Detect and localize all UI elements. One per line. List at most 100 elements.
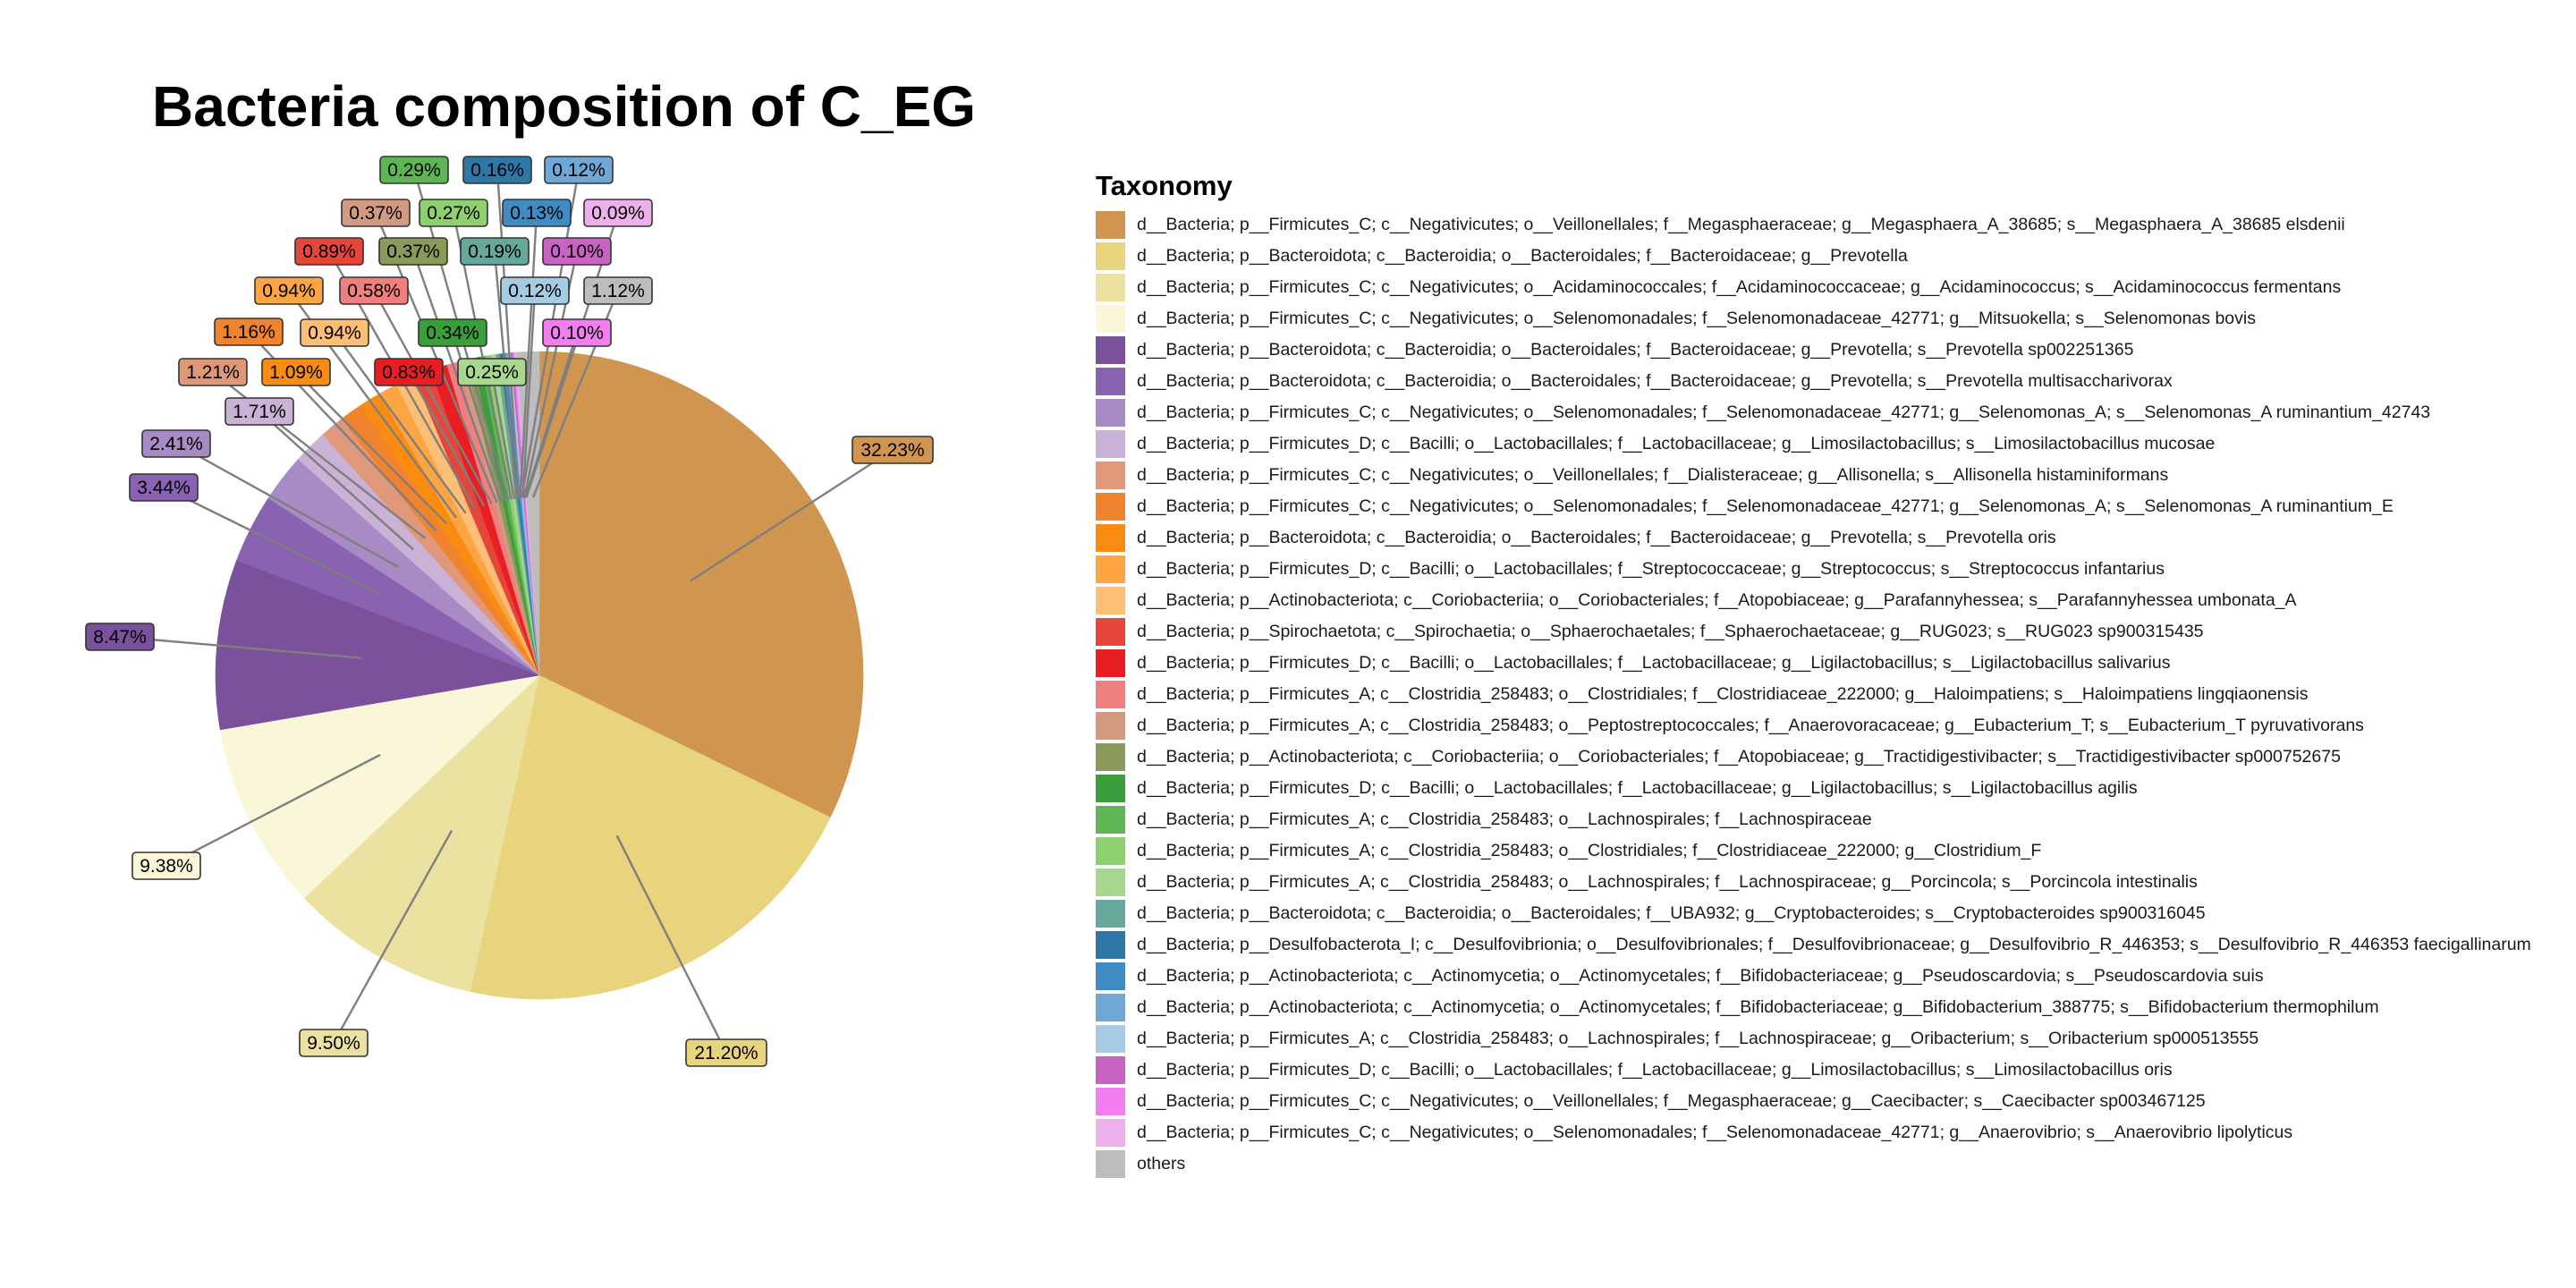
- value-label: 0.16%: [462, 156, 532, 184]
- legend-swatch: [1096, 931, 1125, 959]
- value-label-box: [299, 1029, 369, 1057]
- legend-item: d__Bacteria; p__Firmicutes_D; c__Bacilli…: [1096, 554, 2531, 585]
- legend-item: d__Bacteria; p__Firmicutes_A; c__Clostri…: [1096, 679, 2531, 710]
- legend-item: d__Bacteria; p__Firmicutes_C; c__Negativ…: [1096, 460, 2531, 491]
- legend-label: d__Bacteria; p__Firmicutes_D; c__Bacilli…: [1137, 559, 2165, 579]
- legend: Taxonomy d__Bacteria; p__Firmicutes_C; c…: [1096, 170, 2531, 1180]
- legend-item: d__Bacteria; p__Actinobacteriota; c__Cor…: [1096, 741, 2531, 773]
- value-label-box: [685, 1038, 767, 1067]
- legend-swatch: [1096, 1150, 1125, 1178]
- leader-line: [519, 212, 538, 499]
- legend-swatch: [1096, 743, 1125, 771]
- leader-line: [372, 290, 493, 504]
- value-label-text: 0.16%: [470, 160, 524, 181]
- leader-line: [690, 448, 894, 582]
- leader-line: [258, 411, 414, 551]
- value-label-text: 0.13%: [510, 203, 564, 224]
- value-label: 21.20%: [685, 1038, 767, 1067]
- legend-swatch: [1096, 649, 1125, 677]
- value-label-text: 0.25%: [465, 362, 519, 383]
- legend-label: d__Bacteria; p__Firmicutes_C; c__Negativ…: [1137, 402, 2431, 422]
- value-label: 0.27%: [419, 199, 488, 227]
- legend-swatch: [1096, 305, 1125, 333]
- legend-label: d__Bacteria; p__Firmicutes_C; c__Negativ…: [1137, 465, 2169, 485]
- legend-swatch: [1096, 618, 1125, 646]
- legend-swatch: [1096, 1025, 1125, 1053]
- legend-label: d__Bacteria; p__Firmicutes_C; c__Negativ…: [1137, 309, 2256, 328]
- pie-slice: [538, 351, 864, 818]
- value-label-text: 1.12%: [591, 281, 645, 301]
- value-label: 0.37%: [341, 199, 411, 227]
- value-label-box: [852, 436, 934, 464]
- value-label-text: 32.23%: [860, 440, 924, 461]
- value-label-box: [379, 156, 449, 184]
- value-label-text: 0.09%: [591, 203, 645, 224]
- value-label: 9.50%: [299, 1029, 369, 1057]
- leader-line: [490, 371, 516, 500]
- leader-line: [332, 829, 453, 1044]
- legend-label: d__Bacteria; p__Actinobacteriota; c__Act…: [1137, 997, 2379, 1017]
- legend-item: d__Bacteria; p__Bacteroidota; c__Bactero…: [1096, 522, 2531, 554]
- legend-item: others: [1096, 1148, 2531, 1180]
- legend-item: d__Bacteria; p__Actinobacteriota; c__Act…: [1096, 961, 2531, 992]
- value-label-text: 1.21%: [186, 362, 240, 383]
- legend-item: d__Bacteria; p__Spirochaetota; c__Spiroc…: [1096, 616, 2531, 648]
- legend-label: d__Bacteria; p__Firmicutes_D; c__Bacilli…: [1137, 1060, 2173, 1080]
- value-label-box: [374, 358, 444, 386]
- legend-label: d__Bacteria; p__Bacteroidota; c__Bactero…: [1137, 528, 2056, 547]
- legend-item: d__Bacteria; p__Firmicutes_C; c__Negativ…: [1096, 209, 2531, 241]
- value-label: 1.21%: [178, 358, 248, 386]
- legend-item: d__Bacteria; p__Firmicutes_C; c__Negativ…: [1096, 1086, 2531, 1117]
- legend-label: d__Bacteria; p__Firmicutes_C; c__Negativ…: [1137, 1123, 2293, 1142]
- value-label: 0.94%: [300, 318, 369, 347]
- value-label: 0.58%: [339, 276, 409, 305]
- legend-item: d__Bacteria; p__Bacteroidota; c__Bactero…: [1096, 898, 2531, 929]
- legend-item: d__Bacteria; p__Firmicutes_C; c__Negativ…: [1096, 397, 2531, 428]
- legend-swatch: [1096, 994, 1125, 1021]
- value-label-box: [419, 199, 488, 227]
- legend-label: d__Bacteria; p__Firmicutes_A; c__Clostri…: [1137, 841, 2042, 860]
- legend-label: d__Bacteria; p__Firmicutes_A; c__Clostri…: [1137, 684, 2309, 704]
- legend-swatch: [1096, 555, 1125, 583]
- value-label-box: [129, 473, 199, 502]
- value-label: 0.83%: [374, 358, 444, 386]
- value-label-text: 0.12%: [552, 160, 606, 181]
- value-label-text: 1.16%: [222, 322, 275, 343]
- value-label-box: [261, 358, 331, 386]
- legend-label: d__Bacteria; p__Firmicutes_D; c__Bacilli…: [1137, 778, 2138, 798]
- legend-label: others: [1137, 1154, 1186, 1174]
- legend-item: d__Bacteria; p__Firmicutes_C; c__Negativ…: [1096, 491, 2531, 522]
- value-label-text: 0.89%: [302, 242, 356, 262]
- legend-item: d__Bacteria; p__Firmicutes_A; c__Clostri…: [1096, 867, 2531, 898]
- value-label-box: [341, 199, 411, 227]
- value-label: 3.44%: [129, 473, 199, 502]
- leader-line: [521, 290, 537, 498]
- value-label: 0.09%: [583, 199, 653, 227]
- legend-swatch: [1096, 399, 1125, 427]
- legend-item: d__Bacteria; p__Firmicutes_C; c__Negativ…: [1096, 303, 2531, 335]
- leader-line: [411, 250, 503, 502]
- legend-swatch: [1096, 242, 1125, 270]
- value-label-text: 0.37%: [349, 203, 402, 224]
- leader-line: [119, 635, 362, 659]
- value-label-text: 0.58%: [347, 281, 401, 301]
- value-label-text: 0.94%: [308, 323, 361, 343]
- value-label-text: 0.37%: [386, 242, 440, 262]
- legend-label: d__Bacteria; p__Actinobacteriota; c__Cor…: [1137, 590, 2297, 610]
- legend-label: d__Bacteria; p__Firmicutes_A; c__Clostri…: [1137, 809, 1872, 829]
- legend-label: d__Bacteria; p__Bacteroidota; c__Bactero…: [1137, 903, 2206, 923]
- value-label-text: 0.10%: [550, 323, 604, 343]
- legend-item: d__Bacteria; p__Firmicutes_D; c__Bacilli…: [1096, 648, 2531, 679]
- legend-label: d__Bacteria; p__Firmicutes_A; c__Clostri…: [1137, 872, 2198, 892]
- value-label: 9.38%: [131, 852, 201, 880]
- legend-swatch: [1096, 712, 1125, 740]
- legend-swatch: [1096, 211, 1125, 239]
- legend-swatch: [1096, 1088, 1125, 1115]
- value-label-text: 9.50%: [307, 1033, 360, 1054]
- value-label: 8.47%: [85, 623, 155, 651]
- value-label-text: 0.34%: [426, 323, 479, 343]
- legend-label: d__Bacteria; p__Firmicutes_C; c__Negativ…: [1137, 496, 2394, 516]
- value-label-text: 1.71%: [233, 402, 286, 422]
- value-label: 0.37%: [378, 237, 448, 266]
- legend-item: d__Bacteria; p__Firmicutes_C; c__Negativ…: [1096, 1117, 2531, 1148]
